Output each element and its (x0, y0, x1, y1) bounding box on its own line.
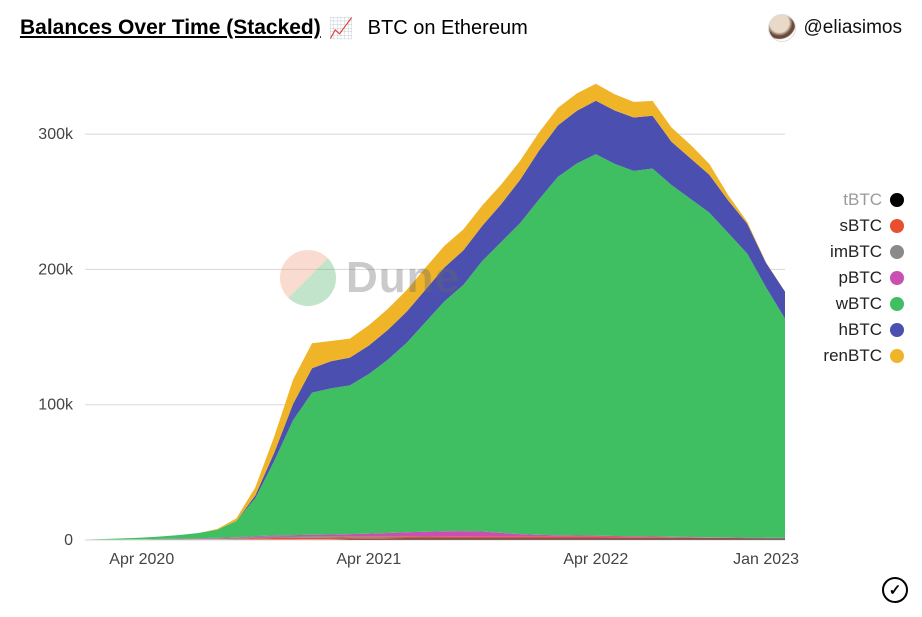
legend-item-wBTC[interactable]: wBTC (823, 294, 904, 314)
stacked-area-chart[interactable]: 0 100k 200k 300k Apr 2020 Apr 2021 Apr 2022 Jan… (20, 60, 810, 580)
author-link[interactable]: @eliasimos (768, 14, 902, 42)
area-wBTC[interactable] (85, 154, 785, 540)
svg-text:Apr 2020: Apr 2020 (109, 551, 174, 568)
chart-container: 0 100k 200k 300k Apr 2020 Apr 2021 Apr 2022 Jan… (20, 60, 810, 580)
legend-item-renBTC[interactable]: renBTC (823, 346, 904, 366)
legend-label: renBTC (823, 346, 882, 366)
chart-subtitle: BTC on Ethereum (368, 17, 528, 40)
legend-dot-icon (890, 271, 904, 285)
legend-label: tBTC (843, 190, 882, 210)
legend-label: wBTC (836, 294, 882, 314)
title-group: Balances Over Time (Stacked) 📈 BTC on Et… (20, 16, 528, 41)
svg-text:200k: 200k (38, 261, 74, 278)
legend-dot-icon (890, 219, 904, 233)
author-handle: @eliasimos (804, 17, 902, 39)
chart-header: Balances Over Time (Stacked) 📈 BTC on Et… (0, 0, 922, 42)
legend-label: imBTC (830, 242, 882, 262)
legend-item-hBTC[interactable]: hBTC (823, 320, 904, 340)
chart-legend: tBTC sBTC imBTC pBTC wBTC hBTC renBTC (823, 190, 904, 366)
legend-dot-icon (890, 323, 904, 337)
svg-text:Apr 2021: Apr 2021 (336, 551, 401, 568)
verified-check-icon[interactable]: ✓ (882, 577, 908, 603)
legend-dot-icon (890, 297, 904, 311)
trend-up-icon: 📈 (329, 16, 354, 41)
legend-item-tBTC[interactable]: tBTC (823, 190, 904, 210)
legend-dot-icon (890, 193, 904, 207)
legend-dot-icon (890, 245, 904, 259)
svg-text:0: 0 (64, 532, 73, 549)
legend-label: pBTC (839, 268, 882, 288)
svg-text:300k: 300k (38, 126, 74, 143)
legend-label: sBTC (840, 216, 883, 236)
svg-text:Jan 2023: Jan 2023 (733, 551, 799, 568)
legend-label: hBTC (839, 320, 882, 340)
chart-title-link[interactable]: Balances Over Time (Stacked) (20, 16, 321, 40)
svg-text:Apr 2022: Apr 2022 (563, 551, 628, 568)
legend-item-imBTC[interactable]: imBTC (823, 242, 904, 262)
svg-text:100k: 100k (38, 397, 74, 414)
avatar (768, 14, 796, 42)
legend-item-sBTC[interactable]: sBTC (823, 216, 904, 236)
legend-dot-icon (890, 349, 904, 363)
legend-item-pBTC[interactable]: pBTC (823, 268, 904, 288)
